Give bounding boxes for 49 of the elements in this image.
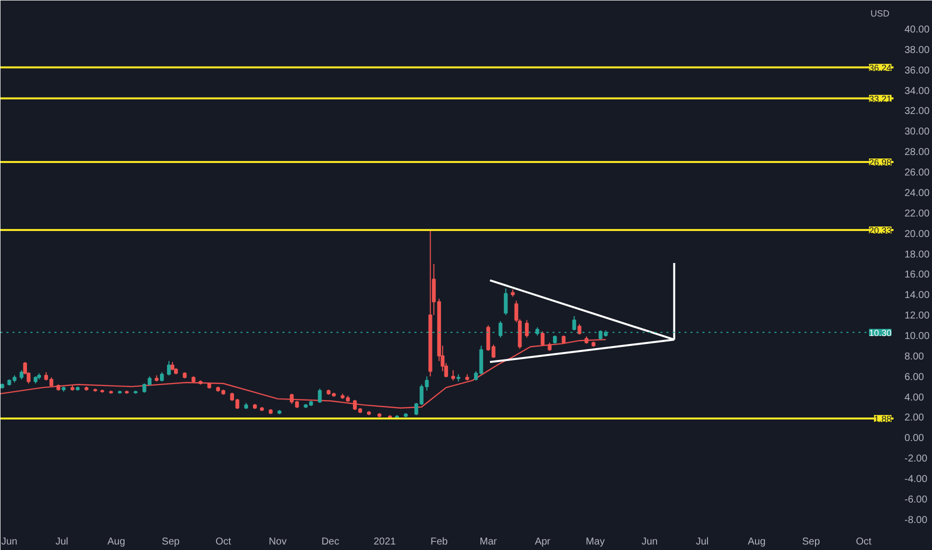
x-tick-label: 2021: [374, 536, 396, 548]
y-tick-label: 20.00: [904, 228, 930, 240]
x-tick-label: Oct: [856, 536, 872, 548]
y-tick-label: 16.00: [904, 270, 930, 281]
x-tick-label: Jul: [696, 536, 709, 548]
y-tick-label: 30.00: [904, 126, 930, 138]
y-tick-label: 26.00: [904, 168, 930, 179]
ref-line-label: 26.98: [868, 158, 892, 168]
x-tick-label: Aug: [107, 536, 126, 548]
y-tick-label: 18.00: [904, 249, 930, 260]
y-tick-label: -6.00: [904, 494, 928, 506]
x-tick-label: Jul: [56, 536, 68, 548]
ref-line-label: 10.30: [868, 328, 892, 338]
x-tick-label: Mar: [480, 536, 498, 548]
ref-line-label: 1.88: [874, 414, 892, 424]
y-tick-label: 0.00: [904, 433, 924, 444]
y-tick-label: 12.00: [904, 310, 930, 322]
x-tick-label: Jun: [1, 536, 18, 548]
ref-line-label: 36.24: [868, 62, 892, 73]
x-tick-label: Aug: [748, 536, 766, 548]
x-tick-label: Sep: [162, 536, 180, 548]
ref-line-label: 20.33: [868, 225, 892, 236]
y-tick-label: -2.00: [904, 454, 928, 465]
y-tick-label: 32.00: [904, 106, 930, 118]
y-tick-label: 28.00: [904, 147, 930, 158]
x-tick-label: Sep: [802, 536, 820, 548]
y-axis-title: USD: [870, 8, 890, 18]
y-tick-label: 34.00: [904, 86, 930, 97]
x-tick-label: Dec: [321, 536, 340, 548]
y-tick-label: 36.00: [904, 65, 930, 76]
y-tick-label: 8.00: [904, 351, 924, 362]
x-tick-label: Jun: [642, 536, 658, 548]
x-tick-label: Apr: [534, 536, 552, 548]
y-tick-label: 24.00: [904, 188, 930, 199]
y-tick-label: 38.00: [904, 44, 930, 56]
y-tick-label: 2.00: [904, 412, 924, 424]
ref-line-label: 33.21: [868, 94, 892, 104]
y-tick-label: 4.00: [904, 392, 924, 404]
x-tick-label: Nov: [268, 536, 287, 548]
y-tick-label: -8.00: [904, 514, 928, 526]
y-tick-label: 22.00: [904, 208, 930, 220]
x-tick-label: Oct: [216, 536, 232, 548]
y-tick-label: 6.00: [904, 372, 924, 383]
y-tick-label: 14.00: [904, 290, 930, 302]
y-tick-label: -4.00: [904, 474, 928, 486]
y-tick-label: 10.00: [904, 330, 930, 342]
x-tick-label: May: [586, 536, 605, 548]
y-tick-label: 40.00: [904, 24, 930, 36]
x-tick-label: Feb: [430, 536, 448, 548]
